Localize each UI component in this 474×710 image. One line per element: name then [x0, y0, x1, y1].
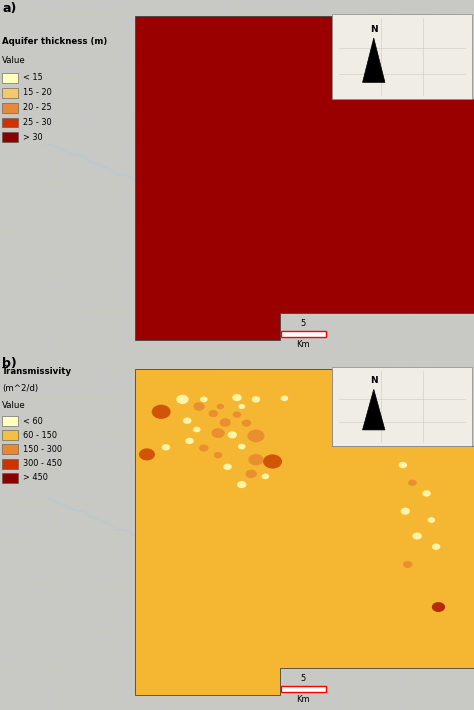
Text: 150 - 300: 150 - 300 — [23, 445, 62, 454]
Circle shape — [214, 452, 222, 459]
Circle shape — [408, 480, 417, 486]
Text: (m^2/d): (m^2/d) — [2, 385, 38, 393]
Text: Km: Km — [297, 695, 310, 704]
Bar — [281, 331, 326, 337]
Circle shape — [237, 481, 246, 488]
Text: Aquifer thickness (m): Aquifer thickness (m) — [2, 37, 108, 46]
Bar — [2, 72, 18, 83]
Circle shape — [422, 490, 431, 497]
Text: 15 - 20: 15 - 20 — [23, 88, 52, 97]
Text: < 15: < 15 — [23, 73, 43, 82]
Bar — [281, 686, 326, 692]
Circle shape — [211, 428, 225, 438]
Circle shape — [223, 464, 232, 470]
Polygon shape — [135, 16, 474, 340]
Circle shape — [199, 444, 209, 452]
Bar — [2, 459, 18, 469]
Text: > 30: > 30 — [23, 133, 43, 142]
Circle shape — [238, 444, 246, 449]
Text: 5: 5 — [301, 319, 306, 328]
Circle shape — [412, 532, 422, 540]
Bar — [2, 473, 18, 483]
Circle shape — [185, 437, 194, 444]
Circle shape — [193, 427, 201, 432]
Text: 60 - 150: 60 - 150 — [23, 431, 57, 439]
Polygon shape — [363, 389, 385, 430]
Circle shape — [242, 420, 251, 427]
Circle shape — [209, 410, 218, 417]
Circle shape — [428, 517, 435, 523]
Circle shape — [401, 508, 410, 515]
Circle shape — [183, 417, 191, 424]
Circle shape — [152, 405, 171, 419]
Circle shape — [432, 544, 440, 550]
Text: N: N — [370, 25, 378, 34]
Circle shape — [252, 396, 260, 403]
Text: Km: Km — [297, 340, 310, 349]
Bar — [2, 430, 18, 440]
Circle shape — [238, 404, 245, 409]
Bar — [332, 14, 472, 99]
Circle shape — [281, 395, 288, 401]
Text: 20 - 25: 20 - 25 — [23, 103, 52, 112]
Circle shape — [217, 403, 224, 409]
Circle shape — [193, 402, 205, 410]
Text: Value: Value — [2, 401, 26, 410]
Text: < 60: < 60 — [23, 417, 43, 425]
Circle shape — [232, 394, 242, 401]
Bar — [2, 444, 18, 454]
Polygon shape — [363, 38, 385, 82]
Text: 300 - 450: 300 - 450 — [23, 459, 62, 468]
Circle shape — [399, 462, 407, 469]
Circle shape — [219, 418, 231, 427]
Bar — [2, 416, 18, 426]
Circle shape — [432, 602, 445, 612]
Circle shape — [263, 454, 282, 469]
Circle shape — [262, 474, 269, 479]
Text: b): b) — [2, 356, 17, 370]
Text: 25 - 30: 25 - 30 — [23, 118, 52, 127]
Text: Transmissivity: Transmissivity — [2, 368, 73, 376]
Bar — [332, 367, 472, 446]
Circle shape — [139, 449, 155, 460]
Text: 5: 5 — [301, 674, 306, 683]
Text: Value: Value — [2, 56, 26, 65]
Circle shape — [228, 431, 237, 438]
Polygon shape — [135, 369, 474, 695]
Circle shape — [247, 430, 264, 442]
Circle shape — [200, 396, 208, 402]
Bar — [2, 102, 18, 113]
Text: N: N — [370, 376, 378, 386]
Circle shape — [403, 561, 412, 568]
Bar — [2, 87, 18, 97]
Circle shape — [176, 395, 189, 404]
Circle shape — [162, 444, 170, 451]
Text: a): a) — [2, 1, 17, 15]
Bar — [2, 117, 18, 128]
Circle shape — [248, 454, 264, 466]
Circle shape — [246, 470, 257, 479]
Circle shape — [233, 411, 241, 417]
Text: > 450: > 450 — [23, 474, 48, 482]
Bar — [2, 132, 18, 142]
